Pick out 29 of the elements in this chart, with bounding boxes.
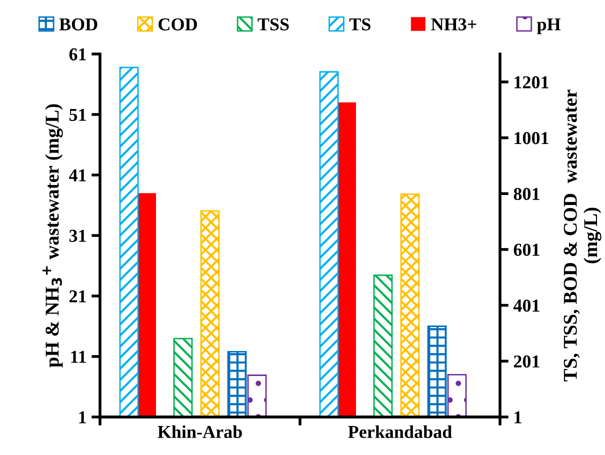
legend-label: TS [349,18,370,30]
y2-tick-label: 401 [513,300,540,312]
legend-label: pH [537,18,561,34]
y-tick-label: 41 [69,169,86,182]
y2-tick-label: 801 [514,188,540,200]
y2-axis-title: TS, TSS, BOD & COD wastewater (mg/L) [564,90,602,382]
y-tick-label: 1 [79,411,86,424]
bar [373,274,393,417]
bar [400,193,420,417]
y-tick-label: 51 [69,108,86,121]
y2-tick-label: 601 [514,244,540,256]
y2-tick-label: 201 [514,355,540,368]
y-tick-label: 31 [69,230,86,242]
y2-tick-label: 1201 [514,76,548,88]
legend-label: BOD [59,18,98,30]
y-tick-label: 21 [70,290,86,302]
y-tick-label: 11 [71,350,86,363]
x-tick-label: Perkandabad [348,425,452,438]
y-axis-title: pH & NH$_{3}$$^{+}$ wastewater (mg/L) [42,104,63,368]
y2-tick-label: 1 [514,411,522,424]
y-tick-label: 61 [69,48,86,60]
bar [427,326,447,417]
legend-label: NH3+ [431,18,476,30]
legend-label: TSS [258,18,289,30]
bar [200,210,220,417]
bar [173,338,193,417]
x-tick-label: Khin-Arab [158,425,242,438]
legend-label: COD [158,18,197,30]
y2-tick-label: 1001 [514,132,548,144]
